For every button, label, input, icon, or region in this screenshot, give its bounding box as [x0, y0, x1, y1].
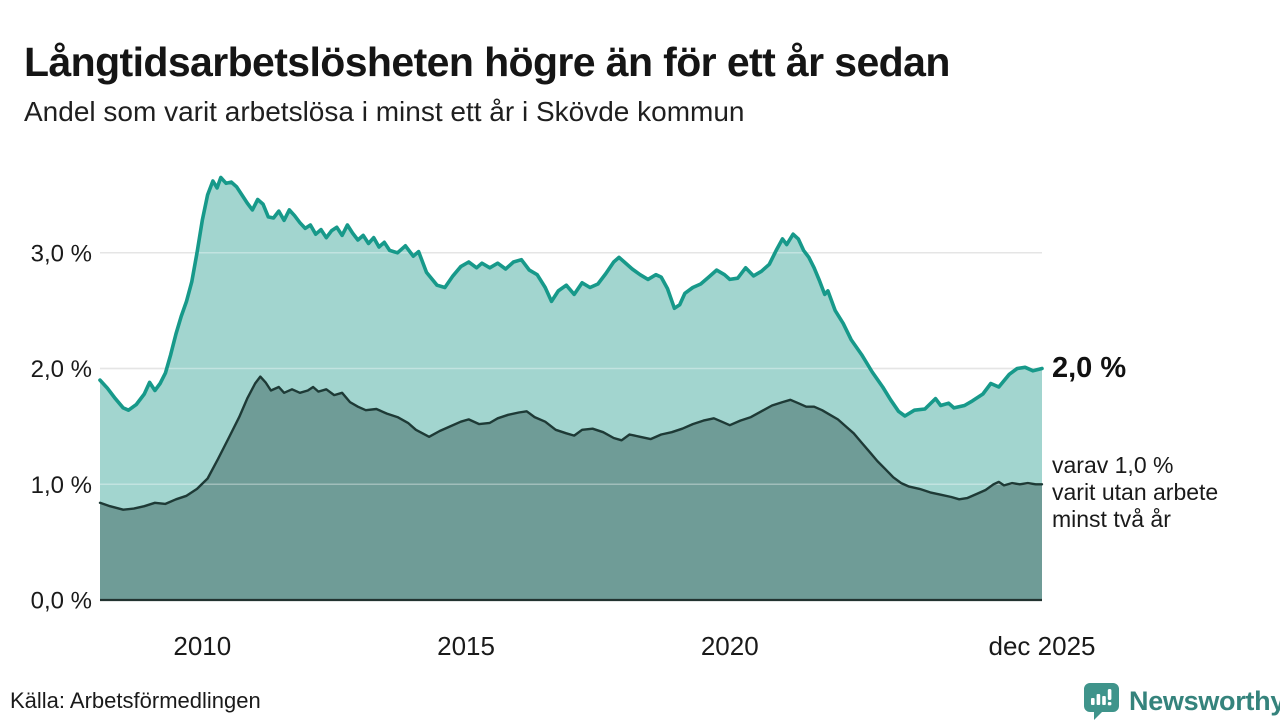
x-tick-label: dec 2025: [989, 631, 1096, 661]
y-tick-label: 0,0 %: [31, 588, 92, 615]
total-end-value-label: 2,0 %: [1052, 352, 1127, 384]
newsworthy-logo-icon: [1084, 683, 1119, 720]
area-two-year: [100, 376, 1042, 600]
y-tick-label: 1,0 %: [31, 472, 92, 499]
line-two-year: [98, 375, 1044, 511]
source-note: Källa: Arbetsförmedlingen: [10, 688, 261, 713]
y-tick-label: 3,0 %: [31, 240, 92, 267]
page-title: Långtidsarbetslösheten högre än för ett …: [24, 39, 950, 86]
x-tick-label: 2020: [701, 631, 759, 661]
two-year-end-annotation: varav 1,0 % varit utan arbete minst två …: [1052, 452, 1219, 532]
y-tick-label: 2,0 %: [31, 356, 92, 383]
newsworthy-logo: Newsworthy: [1083, 682, 1280, 720]
newsworthy-brand-name: Newsworthy: [1129, 685, 1280, 716]
page-subtitle: Andel som varit arbetslösa i minst ett å…: [24, 96, 745, 127]
line-total: [98, 175, 1044, 418]
x-tick-label: 2010: [173, 631, 231, 661]
x-tick-label: 2015: [437, 631, 495, 661]
